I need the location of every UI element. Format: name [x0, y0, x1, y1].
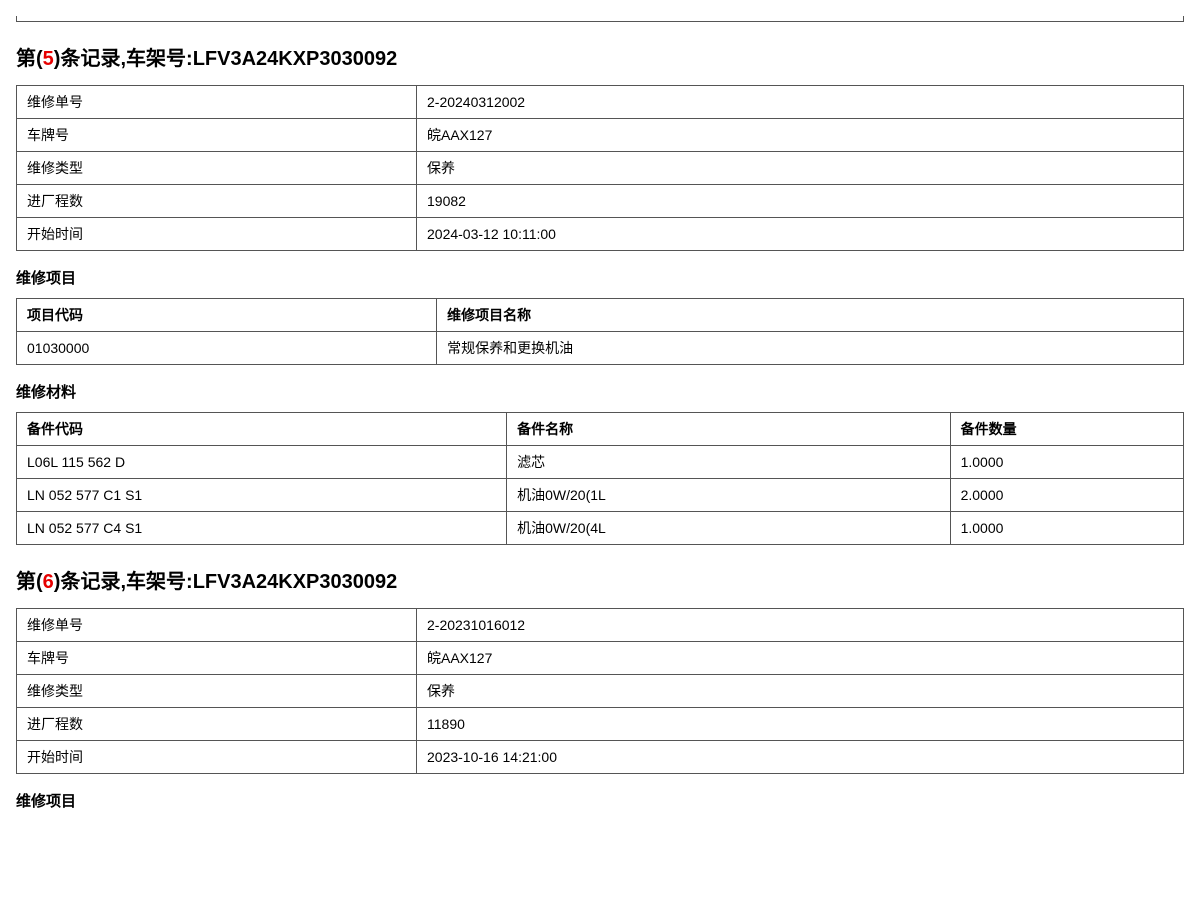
table-row: 进厂程数 19082	[17, 185, 1184, 218]
record-vin: LFV3A24KXP3030092	[193, 48, 398, 70]
field-value: 2024-03-12 10:11:00	[417, 218, 1184, 251]
col-header-part-code: 备件代码	[17, 413, 507, 446]
record-title: 第(5)条记录,车架号:LFV3A24KXP3030092	[16, 42, 1184, 71]
field-label: 车牌号	[17, 119, 417, 152]
record-number: 5	[43, 48, 54, 70]
repair-items-table: 项目代码 维修项目名称 01030000 常规保养和更换机油	[16, 298, 1184, 365]
repair-materials-table: 备件代码 备件名称 备件数量 L06L 115 562 D 滤芯 1.0000 …	[16, 412, 1184, 545]
item-code: 01030000	[17, 332, 437, 365]
record-basic-info-table: 维修单号 2-20240312002 车牌号 皖AAX127 维修类型 保养 进…	[16, 85, 1184, 251]
repair-items-title: 维修项目	[16, 267, 1184, 288]
field-label: 维修类型	[17, 675, 417, 708]
field-value: 保养	[417, 152, 1184, 185]
record-vin: LFV3A24KXP3030092	[193, 571, 398, 593]
table-row: 开始时间 2023-10-16 14:21:00	[17, 741, 1184, 774]
part-code: LN 052 577 C4 S1	[17, 512, 507, 545]
table-row: 维修单号 2-20231016012	[17, 609, 1184, 642]
part-name: 机油0W/20(4L	[507, 512, 950, 545]
record-title-prefix: 第(	[16, 571, 43, 593]
field-label: 开始时间	[17, 218, 417, 251]
field-label: 维修单号	[17, 609, 417, 642]
record-title-mid: )条记录,车架号:	[54, 48, 193, 70]
table-header-row: 备件代码 备件名称 备件数量	[17, 413, 1184, 446]
record-title-prefix: 第(	[16, 48, 43, 70]
part-code: L06L 115 562 D	[17, 446, 507, 479]
table-row: 车牌号 皖AAX127	[17, 119, 1184, 152]
field-value: 保养	[417, 675, 1184, 708]
col-header-code: 项目代码	[17, 299, 437, 332]
field-label: 开始时间	[17, 741, 417, 774]
table-header-row: 项目代码 维修项目名称	[17, 299, 1184, 332]
field-value: 2023-10-16 14:21:00	[417, 741, 1184, 774]
table-row: 进厂程数 11890	[17, 708, 1184, 741]
item-name: 常规保养和更换机油	[437, 332, 1184, 365]
field-value: 2-20231016012	[417, 609, 1184, 642]
repair-materials-title: 维修材料	[16, 381, 1184, 402]
table-row: 车牌号 皖AAX127	[17, 642, 1184, 675]
table-row: 01030000 常规保养和更换机油	[17, 332, 1184, 365]
field-label: 进厂程数	[17, 708, 417, 741]
field-value: 19082	[417, 185, 1184, 218]
table-row: 开始时间 2024-03-12 10:11:00	[17, 218, 1184, 251]
field-value: 皖AAX127	[417, 119, 1184, 152]
field-value: 皖AAX127	[417, 642, 1184, 675]
col-header-name: 维修项目名称	[437, 299, 1184, 332]
col-header-part-qty: 备件数量	[950, 413, 1183, 446]
field-label: 维修单号	[17, 86, 417, 119]
part-qty: 1.0000	[950, 446, 1183, 479]
table-row: LN 052 577 C4 S1 机油0W/20(4L 1.0000	[17, 512, 1184, 545]
field-label: 进厂程数	[17, 185, 417, 218]
part-name: 滤芯	[507, 446, 950, 479]
table-row: LN 052 577 C1 S1 机油0W/20(1L 2.0000	[17, 479, 1184, 512]
record-title-mid: )条记录,车架号:	[54, 571, 193, 593]
table-row: 维修类型 保养	[17, 675, 1184, 708]
repair-items-title: 维修项目	[16, 790, 1184, 811]
record-number: 6	[43, 571, 54, 593]
part-name: 机油0W/20(1L	[507, 479, 950, 512]
previous-record-table-fragment	[16, 16, 1184, 22]
record-basic-info-table: 维修单号 2-20231016012 车牌号 皖AAX127 维修类型 保养 进…	[16, 608, 1184, 774]
field-label: 车牌号	[17, 642, 417, 675]
part-code: LN 052 577 C1 S1	[17, 479, 507, 512]
part-qty: 1.0000	[950, 512, 1183, 545]
field-value: 11890	[417, 708, 1184, 741]
col-header-part-name: 备件名称	[507, 413, 950, 446]
field-label: 维修类型	[17, 152, 417, 185]
part-qty: 2.0000	[950, 479, 1183, 512]
record-title: 第(6)条记录,车架号:LFV3A24KXP3030092	[16, 565, 1184, 594]
table-row: L06L 115 562 D 滤芯 1.0000	[17, 446, 1184, 479]
field-value: 2-20240312002	[417, 86, 1184, 119]
table-row: 维修类型 保养	[17, 152, 1184, 185]
table-row: 维修单号 2-20240312002	[17, 86, 1184, 119]
